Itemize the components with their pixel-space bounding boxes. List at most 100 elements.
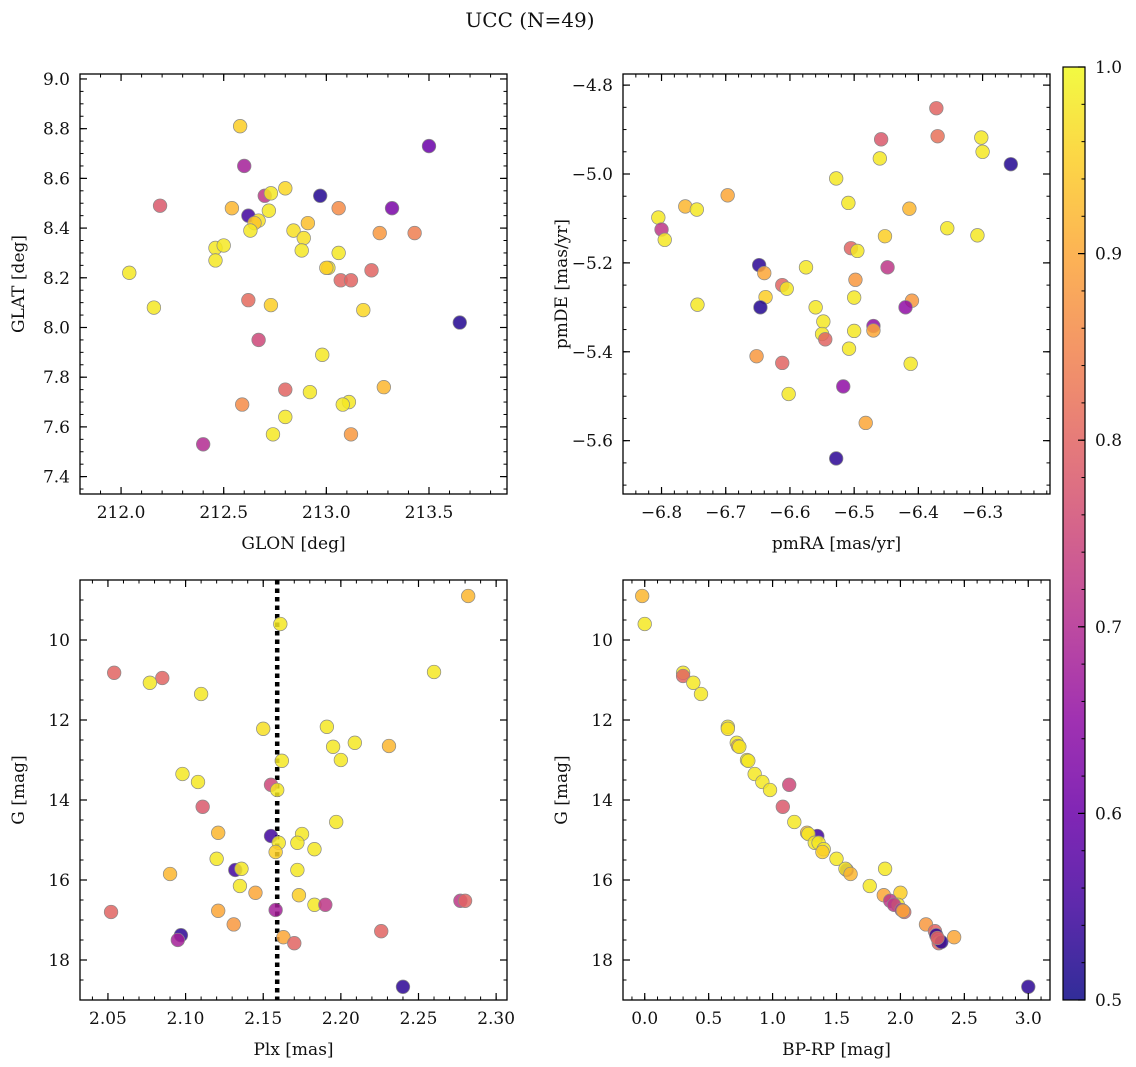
x-tick-label: −6.4 (898, 503, 939, 523)
x-tick-label: 2.10 (167, 1009, 205, 1029)
x-tick-label: 1.0 (759, 1009, 786, 1029)
y-tick-label: −5.4 (572, 343, 613, 363)
x-tick-label: 3.0 (1015, 1009, 1042, 1029)
scatter-point (294, 243, 309, 258)
y-tick-label: 7.8 (43, 368, 70, 388)
scatter-point (903, 356, 918, 371)
scatter-points (122, 119, 467, 452)
scatter-point (193, 686, 209, 702)
x-tick-label: −6.6 (769, 503, 810, 523)
scatter-point (850, 243, 865, 259)
scatter-point (749, 349, 764, 364)
scatter-point (265, 427, 281, 442)
scatter-point (741, 753, 756, 768)
x-tick-label: 1.5 (823, 1009, 850, 1029)
scatter-points (651, 101, 1018, 466)
x-tick-label: 2.30 (477, 1009, 515, 1029)
y-tick-label: 16 (591, 871, 613, 891)
scatter-point (847, 323, 862, 339)
scatter-point (816, 314, 831, 329)
x-tick-label: 2.20 (322, 1009, 360, 1029)
scatter-point (1021, 979, 1036, 994)
scatter-point (929, 101, 944, 116)
scatter-point (237, 158, 252, 174)
x-axis-label: pmRA [mas/yr] (772, 534, 901, 554)
scatter-point (930, 129, 945, 144)
x-tick-label: 212.5 (199, 503, 248, 523)
axes-frame (622, 73, 1051, 495)
scatter-point (779, 281, 794, 296)
scatter-point (873, 132, 889, 147)
scatter-point (268, 844, 283, 860)
scatter-point (690, 297, 705, 312)
scatter-point (798, 260, 814, 275)
scatter-point (302, 384, 318, 400)
scatter-point (146, 300, 162, 315)
scatter-point (376, 379, 391, 395)
x-tick-label: −6.7 (705, 503, 746, 523)
y-tick-label: 16 (48, 871, 70, 891)
scatter-point (256, 721, 271, 736)
scatter-point (331, 201, 346, 216)
y-tick-label: 12 (48, 711, 70, 731)
scatter-point (818, 332, 833, 347)
scatter-point (841, 195, 856, 211)
scatter-point (930, 930, 945, 946)
y-tick-label: 8.2 (43, 269, 70, 289)
scatter-point (637, 616, 652, 632)
scatter-point (775, 355, 790, 371)
x-tick-label: 2.0 (887, 1009, 914, 1029)
y-tick-label: 9.0 (43, 70, 70, 90)
scatter-point (278, 409, 293, 425)
figure-title: UCC (N=49) (465, 8, 594, 32)
scatter-point (122, 265, 137, 280)
scatter-point (686, 675, 701, 690)
scatter-point (195, 799, 210, 814)
x-axis-label: Plx [mas] (253, 1040, 333, 1060)
scatter-point (732, 739, 747, 754)
scatter-point (234, 861, 249, 876)
scatter-point (635, 588, 650, 604)
scatter-point (1003, 157, 1018, 172)
scatter-point (291, 888, 307, 903)
scatter-point (241, 293, 256, 308)
x-tick-label: 2.05 (89, 1009, 127, 1029)
scatter-point (836, 379, 851, 394)
scatter-point (880, 260, 895, 275)
axes-frame (79, 579, 508, 1001)
y-axis-label: pmDE [mas/yr] (552, 219, 572, 349)
scatter-point (762, 782, 778, 798)
scatter-point (720, 721, 735, 736)
scatter-point (243, 223, 258, 238)
scatter-point (313, 188, 328, 203)
scatter-point (300, 215, 316, 231)
scatter-points (103, 588, 476, 994)
scatter-point (196, 437, 211, 452)
colorbar-tick-label: 0.6 (1095, 804, 1122, 824)
x-tick-label: 213.0 (302, 503, 351, 523)
scatter-point (395, 979, 411, 994)
axes-frame (622, 579, 1051, 1001)
scatter-point (190, 774, 206, 790)
scatter-point (975, 144, 990, 159)
y-tick-label: 8.8 (43, 120, 70, 140)
scatter-point (155, 670, 170, 686)
scatter-point (175, 766, 190, 782)
scatter-point (753, 300, 768, 315)
y-tick-label: 10 (48, 631, 70, 651)
scatter-point (296, 230, 311, 246)
scatter-point (675, 668, 691, 684)
scatter-point (862, 878, 877, 894)
scatter-point (319, 719, 335, 734)
scatter-point (208, 253, 223, 268)
scatter-point (372, 225, 387, 241)
scatter-point (343, 427, 359, 442)
scatter-point (209, 851, 224, 866)
x-tick-label: 2.25 (400, 1009, 438, 1029)
y-tick-label: −5.2 (572, 254, 613, 274)
scatter-point (152, 198, 168, 213)
scatter-point (693, 686, 709, 702)
scatter-point (946, 930, 962, 945)
scatter-point (261, 203, 277, 218)
